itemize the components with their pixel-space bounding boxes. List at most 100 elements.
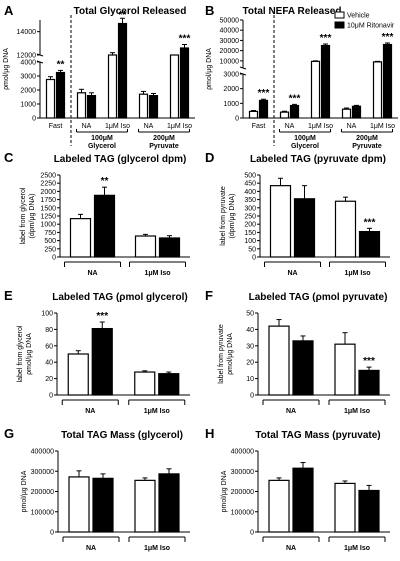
x-tick-label: 1μM Iso — [144, 270, 170, 277]
panel-f: F Labeled TAG (ρmol pyruvate) label from p… — [205, 288, 390, 415]
bar-ritonavir — [358, 369, 380, 396]
significance-mark: *** — [382, 32, 394, 43]
y-tick-label: 0 — [250, 530, 254, 537]
x-tick-label: Fast — [252, 123, 266, 130]
group-label: 200μM — [153, 135, 175, 142]
y-tick-label: 250 — [244, 214, 256, 221]
y-tick-label: 100 — [41, 311, 53, 318]
panel-letter: C — [4, 150, 14, 165]
y-tick-label: 1500 — [40, 205, 56, 212]
y-tick-label: 200000 — [231, 489, 254, 496]
y-tick-label: 0 — [235, 116, 239, 123]
y-tick-label: 3000 — [20, 74, 36, 81]
panel-letter: B — [205, 3, 214, 18]
bar-vehicle — [279, 111, 290, 119]
bar-ritonavir — [358, 230, 381, 258]
y-tick-label: 300000 — [231, 469, 254, 476]
y-tick-label: 350 — [244, 197, 256, 204]
y-axis-label: label from pyruvate (dpm/μg DNA) — [220, 186, 236, 246]
x-tick-label: NA — [86, 545, 96, 552]
x-tick-label: NA — [87, 270, 97, 277]
panel-title: Total TAG Mass (glycerol) — [61, 430, 183, 441]
panel-title: Labeled TAG (ρmol pyruvate) — [249, 292, 388, 303]
bar-vehicle — [169, 54, 180, 119]
panel-title: Labeled TAG (pyruvate dpm) — [250, 154, 386, 165]
significance-mark: *** — [320, 33, 332, 44]
y-axis-label: ρmol/μg DNA — [3, 48, 10, 90]
x-tick-label: NA — [285, 123, 295, 130]
bar-ritonavir — [158, 473, 180, 533]
y-tick-label: 40 — [246, 327, 254, 334]
bar-vehicle — [341, 108, 352, 119]
y-tick-label: 100000 — [31, 509, 54, 516]
x-tick-label: 1μM Iso — [167, 123, 192, 130]
y-axis-label-line1: ρmol/μg DNA — [206, 48, 213, 90]
x-tick-label: 1μM Iso — [344, 545, 370, 552]
panel-b: B Total NEFA Released ρmol/μg DNA 0 1000 2000… — [205, 3, 398, 150]
significance-mark: *** — [289, 93, 301, 104]
bar-vehicle — [268, 479, 290, 533]
y-axis-label: label from glycerol (dpm/μg DNA) — [20, 187, 36, 244]
bar-ritonavir — [158, 373, 180, 396]
bar-vehicle — [76, 92, 87, 119]
y-tick-label: 14000 — [17, 29, 37, 36]
y-axis-label: label from glycerol ρmol/μg DNA — [17, 325, 33, 382]
bar-vehicle — [334, 343, 356, 396]
panel-title: Total Glycerol Released — [74, 6, 187, 17]
y-axis-label-line1: label from pyruvate — [220, 186, 227, 246]
x-tick-label: 1μM Iso — [144, 408, 170, 415]
bar-vehicle — [334, 200, 357, 258]
bar-ritonavir — [292, 340, 314, 396]
group-sublabel: Glycerol — [291, 143, 319, 150]
y-tick-label: 1000 — [40, 222, 56, 229]
panel-e: E Labeled TAG (ρmol glycerol) label from g… — [4, 288, 190, 415]
bar-vehicle — [310, 60, 321, 119]
y-tick-label: 150 — [244, 230, 256, 237]
y-tick-label: 12000 — [17, 53, 37, 60]
significance-mark: *** — [364, 217, 376, 228]
y-tick-label: 20 — [246, 360, 254, 367]
bar-ritonavir — [320, 44, 331, 119]
y-tick-label: 4000 — [20, 60, 36, 67]
y-tick-label: 0 — [32, 116, 36, 123]
y-tick-label: 20 — [45, 376, 53, 383]
y-tick-label: 2250 — [40, 181, 56, 188]
panel-a: A Total Glycerol Released ρmol/μg DNA 0 1000… — [3, 3, 195, 150]
bar-ritonavir — [92, 477, 114, 533]
bar-ritonavir — [382, 43, 393, 119]
y-tick-label: 200000 — [31, 489, 54, 496]
group-sublabel: Pyruvate — [352, 143, 382, 150]
y-tick-label: 1250 — [40, 214, 56, 221]
panel-letter: F — [205, 288, 213, 303]
bar-vehicle — [134, 371, 156, 396]
panel-letter: E — [4, 288, 13, 303]
y-tick-label: 1000 — [20, 102, 36, 109]
group-label: 100μM — [294, 135, 316, 142]
bar-ritonavir — [91, 327, 113, 396]
significance-mark: *** — [363, 356, 375, 367]
y-tick-label: 0 — [50, 530, 54, 537]
panel-h: H Total TAG Mass (pyruvate) pmol/μg DNA 0 10… — [205, 426, 390, 552]
bar-ritonavir — [179, 47, 190, 119]
bar-ritonavir — [148, 94, 159, 119]
y-tick-label: 2500 — [40, 173, 56, 180]
bar-ritonavir — [117, 22, 128, 119]
y-tick-label: 300 — [244, 205, 256, 212]
significance-mark: *** — [96, 311, 108, 322]
significance-mark: *** — [179, 34, 191, 45]
y-tick-label: 200 — [244, 222, 256, 229]
panel-g: G Total TAG Mass (glycerol) pmol/μg DNA 0 10… — [4, 426, 190, 552]
axis-break-mark — [239, 66, 247, 70]
bar-vehicle — [68, 476, 90, 533]
y-tick-label: 100 — [244, 238, 256, 245]
y-tick-label: 50 — [248, 246, 256, 253]
panel-title: Total TAG Mass (pyruvate) — [255, 430, 380, 441]
y-axis-label-line1: label from glycerol — [17, 325, 24, 382]
y-tick-label: 30000 — [220, 38, 240, 45]
legend-label-ritonavir: 10μM Ritonavir — [347, 23, 395, 30]
group-sublabel: Glycerol — [88, 143, 116, 150]
x-tick-label: 1μM Iso — [308, 123, 333, 130]
y-axis-label: ρmol/μg DNA — [206, 48, 213, 90]
group-label: 100μM — [91, 135, 113, 142]
x-tick-label: 1μM Iso — [344, 270, 370, 277]
